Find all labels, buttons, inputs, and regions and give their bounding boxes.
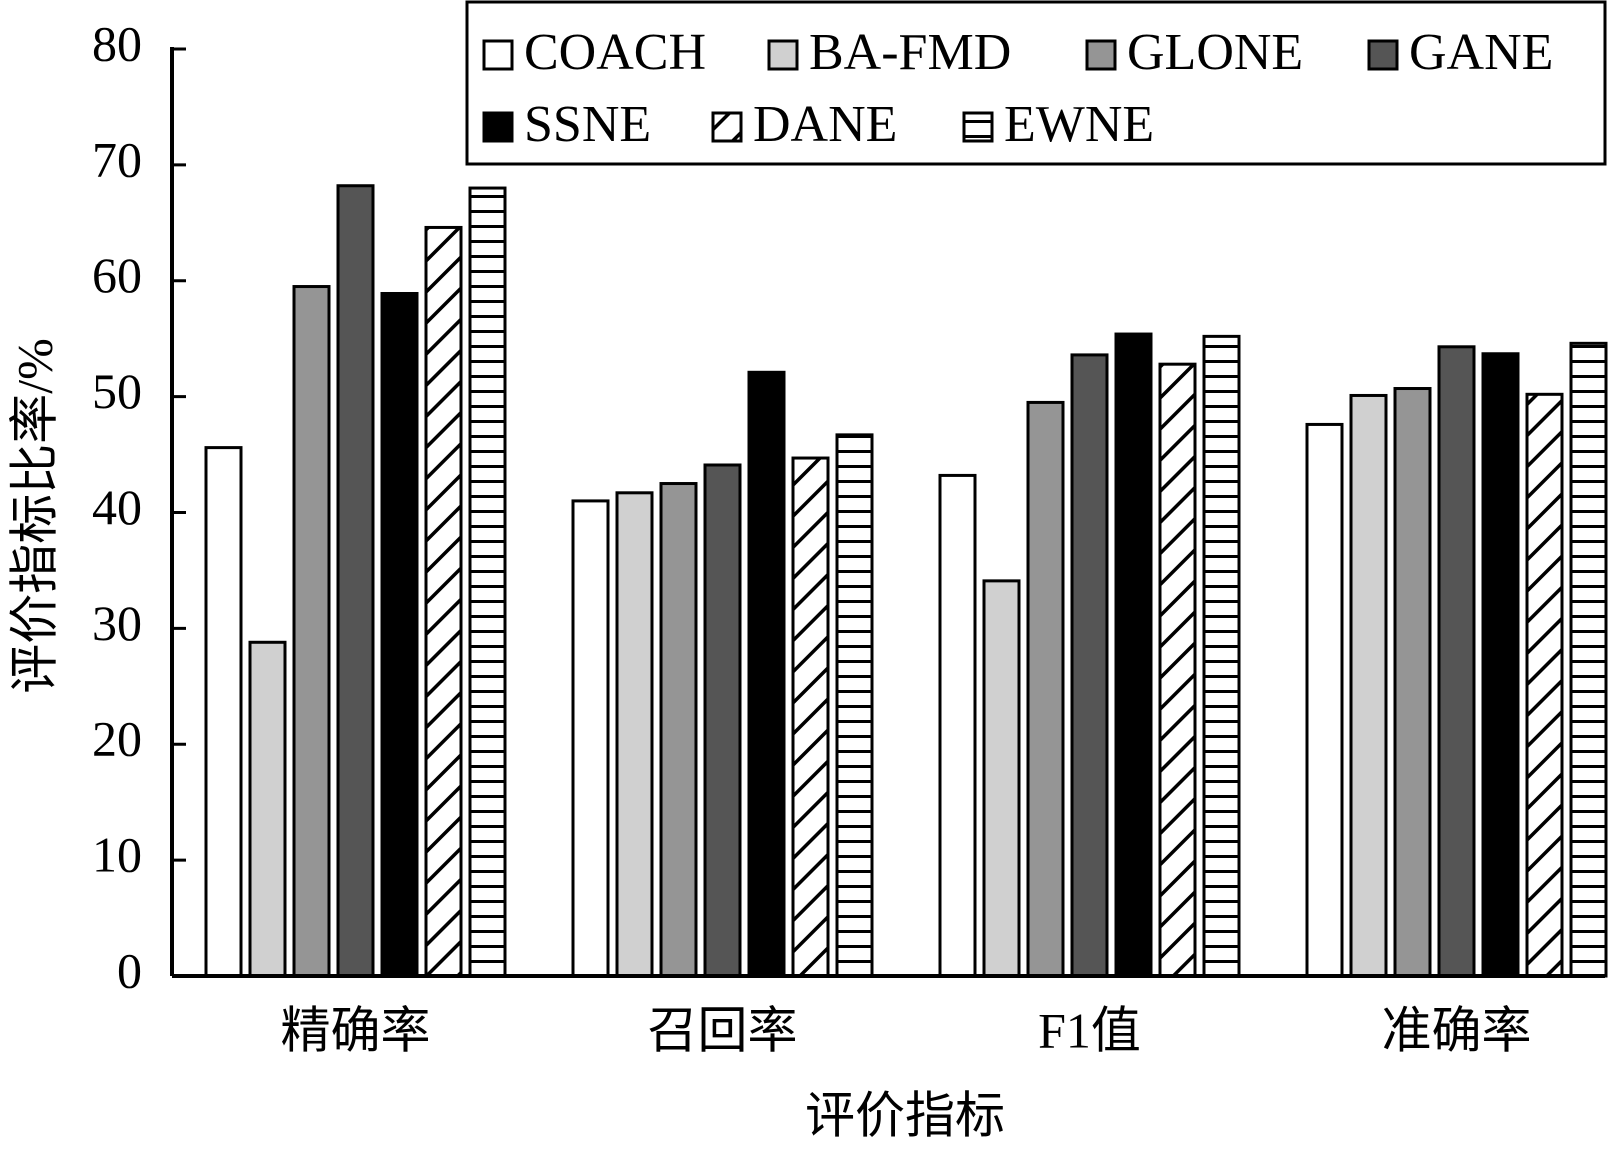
legend-label: COACH <box>524 24 706 81</box>
bar <box>571 499 610 978</box>
legend-swatch <box>482 39 514 71</box>
y-tick-label: 20 <box>92 711 142 767</box>
legend-label: GANE <box>1409 24 1553 81</box>
legend-swatch <box>482 111 514 143</box>
y-tick-label: 10 <box>92 827 142 883</box>
legend-swatch <box>1367 39 1399 71</box>
bar <box>1349 393 1388 978</box>
bar <box>292 285 331 978</box>
y-tick-label: 50 <box>92 363 142 419</box>
bar <box>1481 352 1520 978</box>
bar <box>982 579 1021 978</box>
bar <box>248 640 287 978</box>
legend-label: BA-FMD <box>809 24 1011 81</box>
bar <box>1305 422 1344 978</box>
bar <box>1114 332 1153 978</box>
bar <box>835 433 874 978</box>
bar <box>204 446 243 978</box>
bar <box>615 491 654 978</box>
x-axis-title: 评价指标 <box>805 1087 1005 1143</box>
bar <box>1393 387 1432 978</box>
bar <box>747 370 786 978</box>
bar <box>659 482 698 978</box>
bar <box>424 225 463 978</box>
bar <box>1026 400 1065 978</box>
legend-label: DANE <box>753 96 897 153</box>
bar <box>1070 353 1109 978</box>
bar <box>1202 334 1241 978</box>
bar <box>703 463 742 978</box>
bar <box>380 291 419 978</box>
y-tick-label: 0 <box>117 942 142 998</box>
bar <box>468 186 507 978</box>
bar <box>938 473 977 978</box>
bar <box>791 456 830 978</box>
legend-label: EWNE <box>1004 96 1154 153</box>
bar <box>1525 392 1564 978</box>
legend-swatch <box>962 111 994 143</box>
legend-box <box>465 0 1607 166</box>
y-tick-label: 70 <box>92 131 142 187</box>
y-tick-label: 60 <box>92 247 142 303</box>
bar <box>336 184 375 978</box>
bar <box>1569 341 1608 978</box>
legend-label: GLONE <box>1127 24 1303 81</box>
y-tick-label: 30 <box>92 595 142 651</box>
y-tick-label: 40 <box>92 479 142 535</box>
bar <box>1437 345 1476 978</box>
y-axis-title: 评价指标比率/% <box>6 338 62 694</box>
bar <box>1158 362 1197 978</box>
legend-swatch <box>1085 39 1117 71</box>
legend-swatch <box>711 111 743 143</box>
x-tick-label: 召回率 <box>648 1002 798 1058</box>
x-tick-label: 准确率 <box>1382 1002 1532 1058</box>
y-tick-label: 80 <box>92 15 142 71</box>
legend-swatch <box>767 39 799 71</box>
x-tick-label: F1值 <box>1038 1002 1141 1058</box>
x-tick-label: 精确率 <box>281 1002 431 1058</box>
legend-label: SSNE <box>524 96 651 153</box>
